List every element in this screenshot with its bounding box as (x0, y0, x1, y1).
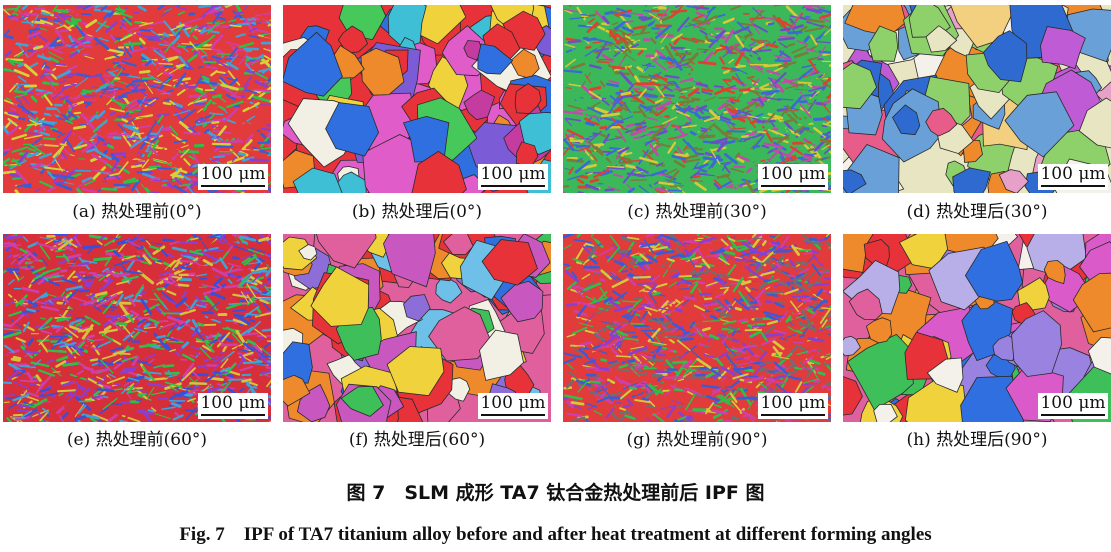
figure-title-english: Fig. 7 IPF of TA7 titanium alloy before … (179, 524, 932, 545)
scale-bar-line (201, 185, 265, 187)
figure-title-chinese: 图 7 SLM 成形 TA7 钛合金热处理前后 IPF 图 (346, 482, 765, 504)
micrograph-panel-f: 100 μm (283, 234, 551, 422)
scale-bar-label: 100 μm (1040, 164, 1106, 184)
micrograph-panel-g: 100 μm (563, 234, 831, 422)
panel-caption-b: (b) 热处理后(0°) (351, 202, 483, 222)
ipf-map-image (843, 234, 1111, 422)
scale-bar-label: 100 μm (200, 164, 266, 184)
panel-caption-h: (h) 热处理后(90°) (906, 430, 1048, 450)
scale-bar: 100 μm (758, 393, 828, 419)
scale-bar-line (201, 414, 265, 416)
scale-bar-line (481, 414, 545, 416)
micrograph-panel-h: 100 μm (843, 234, 1111, 422)
scale-bar: 100 μm (1038, 393, 1108, 419)
panel-caption-c: (c) 热处理前(30°) (627, 202, 767, 222)
scale-bar-line (1041, 185, 1105, 187)
scale-bar-label: 100 μm (1040, 393, 1106, 413)
scale-bar: 100 μm (758, 164, 828, 190)
scale-bar-label: 100 μm (760, 164, 826, 184)
ipf-map-image (3, 234, 271, 422)
scale-bar-line (761, 414, 825, 416)
scale-bar: 100 μm (198, 164, 268, 190)
panel-caption-e: (e) 热处理前(60°) (66, 430, 208, 450)
scale-bar: 100 μm (1038, 164, 1108, 190)
micrograph-panel-d: 100 μm (843, 5, 1111, 193)
ipf-map-image (283, 234, 551, 422)
scale-bar-label: 100 μm (480, 393, 546, 413)
micrograph-panel-a: 100 μm (3, 5, 271, 193)
scale-bar-label: 100 μm (480, 164, 546, 184)
micrograph-panel-b: 100 μm (283, 5, 551, 193)
micrograph-panel-e: 100 μm (3, 234, 271, 422)
panel-caption-d: (d) 热处理后(30°) (906, 202, 1048, 222)
micrograph-panel-c: 100 μm (563, 5, 831, 193)
panel-caption-a: (a) 热处理前(0°) (72, 202, 202, 222)
scale-bar-label: 100 μm (200, 393, 266, 413)
panel-caption-g: (g) 热处理前(90°) (626, 430, 768, 450)
ipf-map-image (563, 234, 831, 422)
scale-bar-line (481, 185, 545, 187)
scale-bar: 100 μm (478, 164, 548, 190)
scale-bar: 100 μm (478, 393, 548, 419)
scale-bar-label: 100 μm (760, 393, 826, 413)
panel-caption-f: (f) 热处理后(60°) (348, 430, 486, 450)
scale-bar: 100 μm (198, 393, 268, 419)
scale-bar-line (1041, 414, 1105, 416)
scale-bar-line (761, 185, 825, 187)
